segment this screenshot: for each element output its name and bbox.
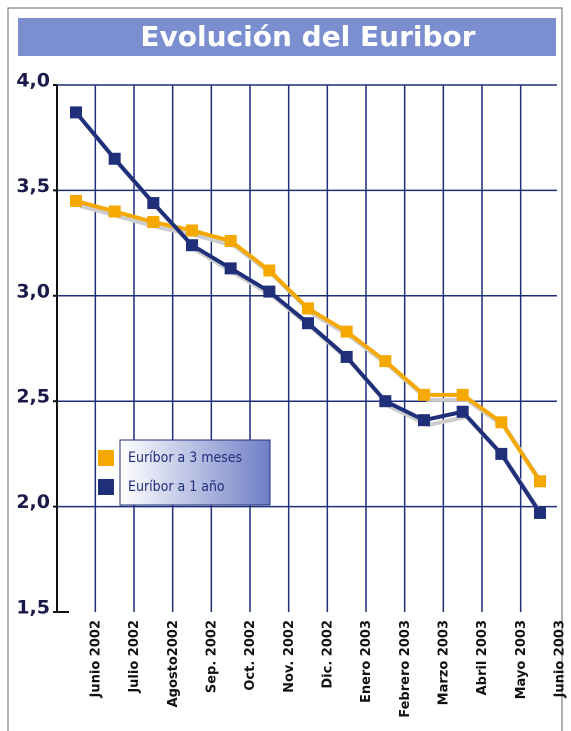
marker bbox=[70, 194, 82, 207]
title-banner bbox=[18, 18, 556, 56]
marker bbox=[263, 264, 276, 277]
y-tick-label: 3,5 bbox=[16, 175, 50, 197]
chart-title: Evolución del Euribor bbox=[140, 20, 475, 53]
marker bbox=[224, 262, 237, 275]
marker bbox=[534, 475, 546, 488]
y-tick-label: 1,5 bbox=[16, 597, 50, 619]
marker bbox=[340, 350, 353, 363]
series-line bbox=[75, 199, 542, 483]
x-tick-label: Enero 2003 bbox=[359, 620, 374, 703]
marker bbox=[534, 506, 546, 519]
legend-box bbox=[119, 439, 271, 506]
marker bbox=[108, 152, 121, 165]
marker bbox=[186, 224, 198, 237]
y-tick-label: 2,5 bbox=[16, 386, 50, 408]
legend-swatch bbox=[98, 479, 114, 495]
y-tick-label: 4,0 bbox=[16, 70, 50, 92]
x-tick-label: Abril 2003 bbox=[475, 620, 490, 695]
marker bbox=[302, 317, 314, 330]
x-tick-label: Sep. 2002 bbox=[205, 620, 220, 693]
x-tick-label: Nov. 2002 bbox=[282, 620, 297, 693]
legend-swatch bbox=[98, 450, 114, 466]
marker bbox=[147, 197, 160, 210]
marker bbox=[456, 405, 469, 418]
legend-label: Euríbor a 1 año bbox=[128, 479, 225, 495]
marker bbox=[340, 325, 353, 338]
marker bbox=[418, 388, 430, 401]
legend-label: Euríbor a 3 meses bbox=[128, 450, 242, 466]
marker bbox=[147, 216, 160, 229]
x-tick-label: Agosto2002 bbox=[166, 620, 181, 707]
legend: Euríbor a 3 meses Euríbor a 1 año bbox=[98, 439, 271, 506]
marker bbox=[379, 355, 392, 368]
marker bbox=[224, 234, 237, 247]
y-tick-label: 2,0 bbox=[16, 491, 50, 513]
marker bbox=[263, 285, 276, 298]
x-tick-label: Mayo 2003 bbox=[514, 620, 529, 699]
x-tick-label: Julio 2002 bbox=[127, 620, 142, 694]
frame bbox=[7, 7, 563, 731]
marker bbox=[108, 205, 121, 218]
marker bbox=[379, 395, 392, 408]
x-tick-label: Junio 2003 bbox=[553, 620, 568, 698]
x-tick-label: Oct. 2002 bbox=[243, 620, 258, 691]
x-tick-label: Febrero 2003 bbox=[398, 620, 413, 718]
marker bbox=[418, 414, 430, 427]
x-tick-label: Marzo 2003 bbox=[437, 620, 452, 705]
y-tick-label: 3,0 bbox=[16, 280, 50, 302]
x-tick-label: Dic. 2002 bbox=[321, 620, 336, 689]
marker bbox=[302, 302, 314, 315]
marker bbox=[495, 416, 508, 429]
marker bbox=[456, 388, 469, 401]
x-tick-label: Junio 2002 bbox=[89, 620, 104, 698]
marker bbox=[186, 239, 198, 252]
marker bbox=[70, 106, 82, 119]
marker bbox=[495, 447, 508, 460]
